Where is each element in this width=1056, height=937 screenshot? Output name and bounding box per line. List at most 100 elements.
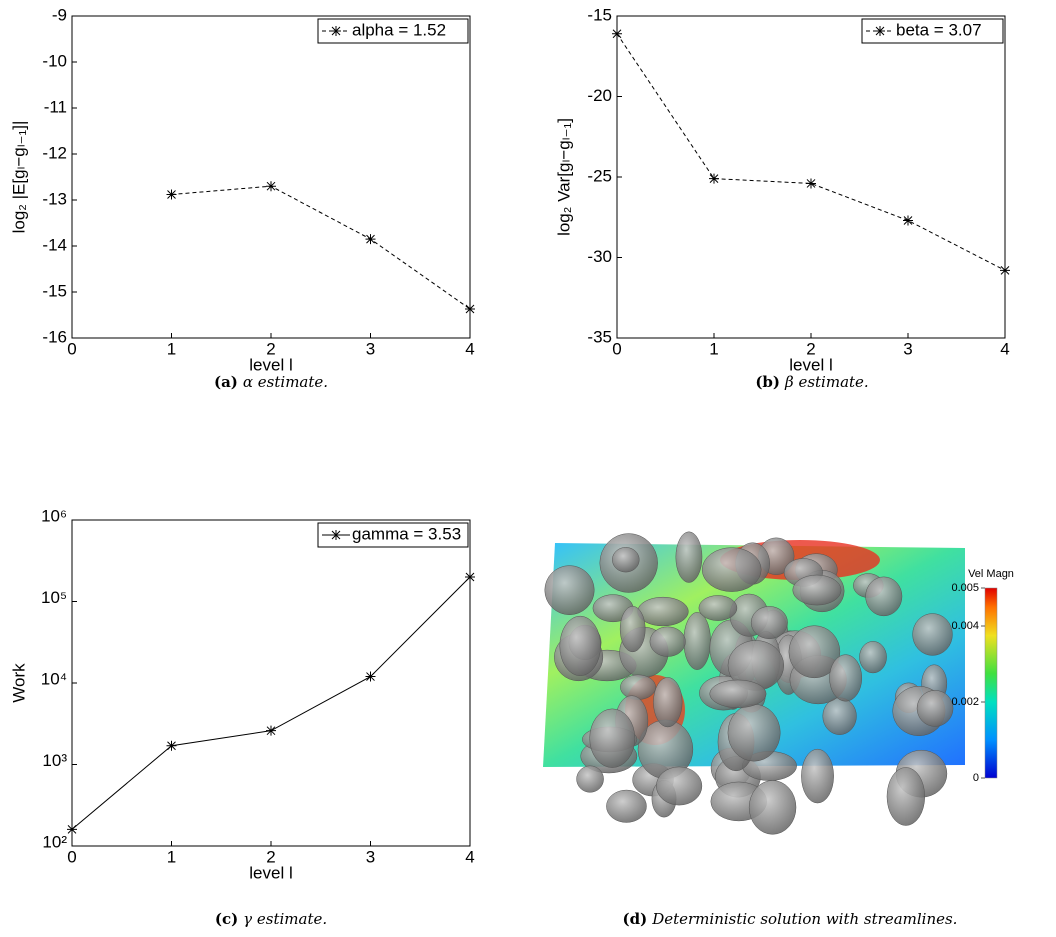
colorbar bbox=[984, 587, 998, 779]
panel-d-image bbox=[543, 531, 965, 835]
marker bbox=[709, 173, 719, 184]
inclusion bbox=[683, 612, 711, 670]
x-axis-label: level l bbox=[249, 863, 292, 882]
x-tick-label: 0 bbox=[612, 339, 621, 358]
caption: (c) γ estimate. bbox=[215, 910, 327, 928]
legend-label: beta = 3.07 bbox=[896, 20, 982, 39]
caption: (a) α estimate. bbox=[214, 373, 328, 391]
y-tick-label: 10⁵ bbox=[41, 588, 67, 607]
caption-label: (c) bbox=[215, 910, 238, 928]
caption-text: α estimate. bbox=[243, 373, 328, 391]
x-tick-label: 2 bbox=[266, 339, 275, 358]
x-axis-label: level l bbox=[789, 355, 832, 374]
caption-text: γ estimate. bbox=[243, 910, 327, 928]
marker bbox=[67, 824, 77, 835]
inclusion bbox=[653, 677, 683, 728]
caption-label: (d) bbox=[623, 910, 648, 928]
colorbar-tick-label: 0.002 bbox=[951, 696, 979, 708]
marker bbox=[465, 304, 475, 315]
inclusion bbox=[589, 708, 636, 768]
inclusion bbox=[649, 626, 686, 657]
inclusion bbox=[912, 613, 953, 656]
inclusion bbox=[698, 595, 738, 621]
y-tick-label: -15 bbox=[587, 5, 612, 24]
y-tick-label: -13 bbox=[42, 189, 67, 208]
inclusion bbox=[748, 780, 797, 835]
marker bbox=[465, 571, 475, 582]
x-tick-label: 0 bbox=[67, 847, 76, 866]
legend-marker bbox=[331, 26, 341, 36]
inclusion bbox=[576, 765, 604, 793]
inclusion bbox=[559, 615, 601, 677]
inclusion bbox=[701, 547, 762, 592]
y-tick-label: -20 bbox=[587, 86, 612, 105]
x-axis-label: level l bbox=[249, 355, 292, 374]
y-tick-label: -14 bbox=[42, 235, 67, 254]
x-tick-label: 3 bbox=[366, 847, 375, 866]
marker bbox=[1000, 265, 1010, 276]
y-tick-label: -9 bbox=[52, 5, 67, 24]
x-tick-label: 4 bbox=[1000, 339, 1009, 358]
x-tick-label: 2 bbox=[806, 339, 815, 358]
y-tick-label: 10² bbox=[42, 832, 67, 851]
inclusion bbox=[865, 576, 903, 617]
x-tick-label: 3 bbox=[366, 339, 375, 358]
marker bbox=[166, 189, 177, 200]
marker bbox=[903, 215, 913, 226]
inclusion bbox=[822, 697, 857, 735]
inclusions bbox=[544, 531, 954, 835]
inclusion bbox=[619, 605, 646, 653]
y-tick-label: -35 bbox=[587, 327, 612, 346]
y-tick-label: -15 bbox=[42, 281, 67, 300]
y-axis-label: log₂ |E[gₗ−gₗ₋₁]| bbox=[9, 121, 28, 234]
y-tick-label: -16 bbox=[42, 327, 67, 346]
legend-marker bbox=[331, 530, 341, 540]
inclusion bbox=[620, 674, 656, 700]
marker bbox=[806, 178, 816, 189]
inclusion bbox=[801, 748, 834, 804]
x-tick-label: 4 bbox=[465, 339, 474, 358]
caption-label: (a) bbox=[214, 373, 238, 391]
colorbar-title: Vel Magn bbox=[968, 568, 1014, 580]
inclusion bbox=[612, 547, 640, 573]
y-tick-label: -10 bbox=[42, 51, 67, 70]
y-axis-label: log₂ Var[gₗ−gₗ₋₁] bbox=[554, 118, 573, 236]
series-line bbox=[616, 33, 1006, 271]
inclusion bbox=[886, 767, 926, 826]
colorbar-tick-label: 0 bbox=[973, 772, 979, 784]
y-tick-label: 10⁴ bbox=[41, 669, 67, 688]
x-tick-label: 1 bbox=[167, 339, 176, 358]
plot-frame bbox=[71, 15, 471, 339]
caption: (b) β estimate. bbox=[755, 373, 868, 391]
caption-label: (b) bbox=[755, 373, 780, 391]
inclusion bbox=[727, 704, 781, 762]
inclusion bbox=[916, 690, 954, 727]
y-tick-label: 10³ bbox=[42, 751, 67, 770]
x-tick-label: 1 bbox=[709, 339, 718, 358]
x-tick-label: 2 bbox=[266, 847, 275, 866]
legend-label: alpha = 1.52 bbox=[352, 20, 446, 39]
plot-frame bbox=[616, 15, 1006, 339]
inclusion bbox=[859, 641, 887, 674]
legend-marker bbox=[875, 26, 885, 36]
y-tick-label: 10⁶ bbox=[41, 506, 67, 525]
marker bbox=[166, 740, 177, 751]
inclusion bbox=[709, 679, 767, 709]
legend-box bbox=[861, 18, 1004, 44]
inclusion bbox=[675, 531, 703, 583]
inclusion bbox=[792, 574, 842, 606]
inclusion bbox=[750, 606, 788, 639]
y-tick-label: -12 bbox=[42, 143, 67, 162]
plot-frame bbox=[71, 519, 471, 847]
y-axis-label: Work bbox=[9, 663, 28, 703]
caption-text: β estimate. bbox=[784, 373, 869, 391]
inclusion bbox=[544, 565, 595, 615]
series-line bbox=[171, 185, 471, 310]
colorbar-tick-label: 0.004 bbox=[951, 620, 979, 632]
caption-text: Deterministic solution with streamlines. bbox=[651, 910, 957, 928]
marker bbox=[266, 181, 276, 192]
y-tick-label: -30 bbox=[587, 247, 612, 266]
marker bbox=[266, 725, 276, 736]
inclusion bbox=[606, 789, 647, 823]
